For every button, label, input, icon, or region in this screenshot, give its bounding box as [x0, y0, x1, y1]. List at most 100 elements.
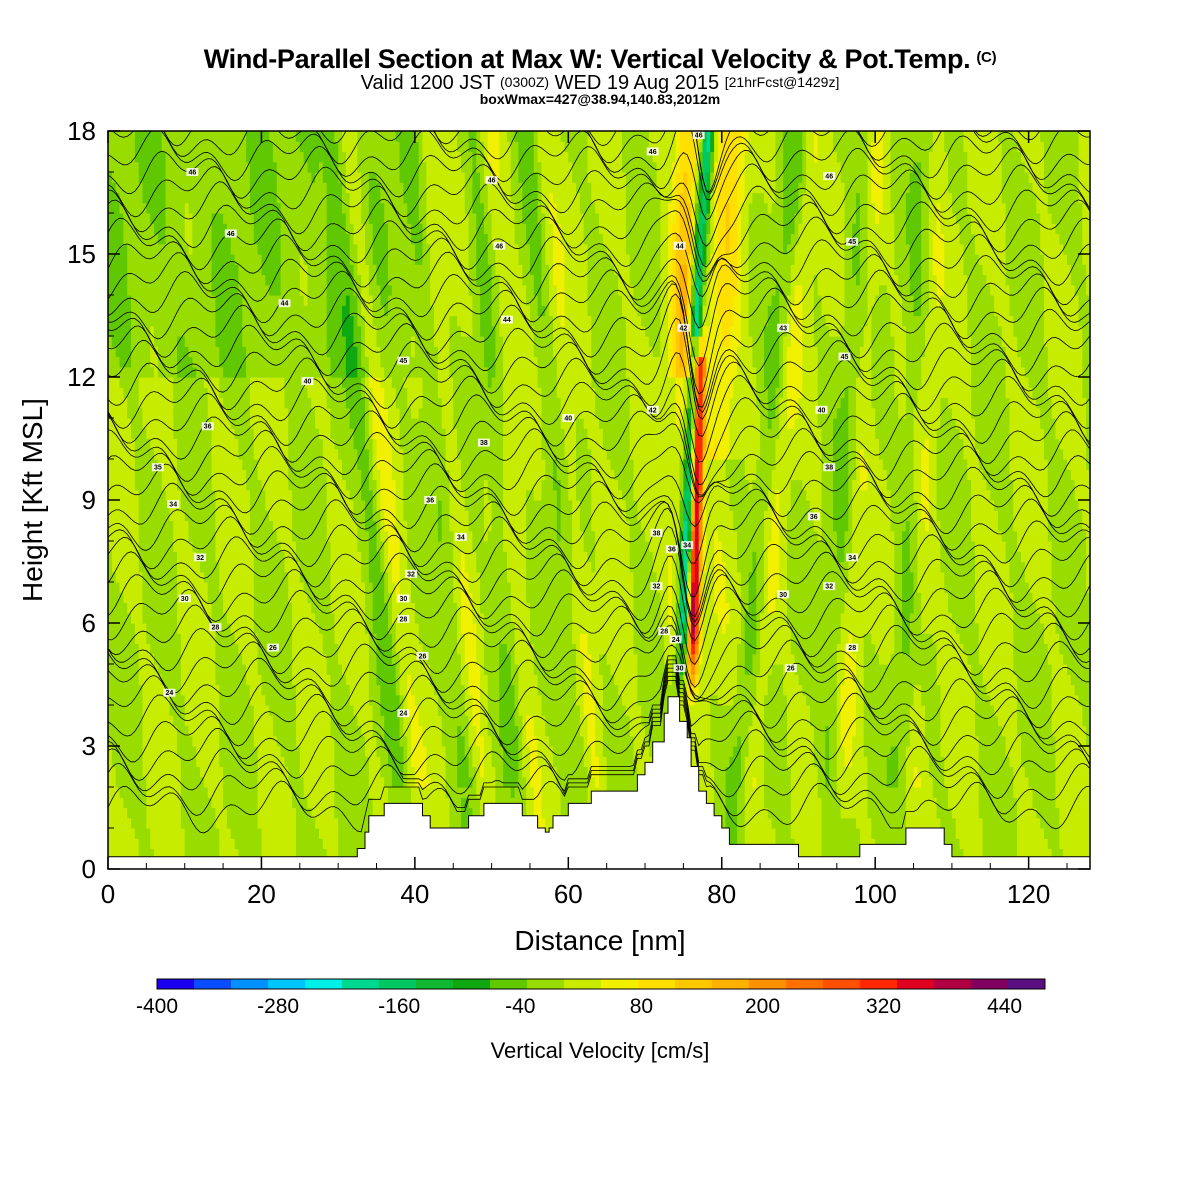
velocity-cell [123, 439, 127, 450]
velocity-cell [112, 172, 116, 183]
velocity-cell [223, 377, 227, 388]
velocity-cell [242, 500, 246, 511]
velocity-cell [204, 152, 208, 163]
velocity-cell [116, 736, 120, 747]
velocity-cell [158, 162, 162, 173]
velocity-cell [154, 767, 158, 778]
velocity-cell [235, 572, 239, 583]
velocity-cell [120, 562, 124, 573]
velocity-cell [231, 367, 235, 378]
velocity-cell [223, 685, 227, 696]
velocity-cell [185, 828, 189, 839]
velocity-cell [131, 828, 135, 839]
velocity-cell [116, 818, 120, 829]
velocity-cell [112, 767, 116, 778]
velocity-cell [254, 480, 258, 491]
velocity-cell [139, 818, 143, 829]
velocity-cell [219, 787, 223, 798]
velocity-cell [238, 367, 242, 378]
velocity-cell [200, 633, 204, 644]
velocity-cell [246, 398, 250, 409]
velocity-cell [250, 623, 254, 634]
velocity-cell [169, 480, 173, 491]
velocity-cell [123, 592, 127, 603]
velocity-cell [127, 480, 131, 491]
velocity-cell [177, 141, 181, 152]
velocity-cell [223, 654, 227, 665]
velocity-cell [250, 234, 254, 245]
velocity-cell [139, 633, 143, 644]
velocity-cell [166, 182, 170, 193]
velocity-cell [150, 531, 154, 542]
velocity-cell [166, 305, 170, 316]
velocity-cell [235, 387, 239, 398]
velocity-cell [227, 490, 231, 501]
velocity-cell [208, 562, 212, 573]
velocity-cell [162, 531, 166, 542]
velocity-cell [189, 295, 193, 306]
velocity-cell [242, 459, 246, 470]
velocity-cell [185, 838, 189, 849]
velocity-cell [154, 428, 158, 439]
velocity-cell [254, 367, 258, 378]
velocity-cell [139, 469, 143, 480]
velocity-cell [173, 828, 177, 839]
velocity-cell [192, 141, 196, 152]
velocity-cell [204, 582, 208, 593]
velocity-cell [189, 797, 193, 808]
velocity-cell [196, 387, 200, 398]
velocity-cell [242, 439, 246, 450]
velocity-cell [120, 408, 124, 419]
velocity-cell [154, 295, 158, 306]
velocity-cell [196, 193, 200, 204]
velocity-cell [181, 500, 185, 511]
velocity-cell [120, 141, 124, 152]
velocity-cell [258, 285, 262, 296]
velocity-cell [258, 623, 262, 634]
velocity-cell [154, 193, 158, 204]
velocity-cell [196, 326, 200, 337]
velocity-cell [200, 726, 204, 737]
velocity-cell [192, 203, 196, 214]
velocity-cell [169, 152, 173, 163]
velocity-cell [169, 551, 173, 562]
velocity-cell [219, 336, 223, 347]
velocity-cell [143, 346, 147, 357]
velocity-cell [238, 408, 242, 419]
velocity-cell [192, 428, 196, 439]
velocity-cell [261, 346, 265, 357]
velocity-cell [208, 521, 212, 532]
velocity-cell [116, 551, 120, 562]
velocity-cell [139, 777, 143, 788]
velocity-cell [139, 131, 143, 142]
velocity-cell [223, 531, 227, 542]
velocity-cell [246, 193, 250, 204]
velocity-cell [150, 295, 154, 306]
velocity-cell [169, 387, 173, 398]
velocity-cell [127, 316, 131, 327]
velocity-cell [231, 131, 235, 142]
velocity-cell [204, 316, 208, 327]
velocity-cell [227, 398, 231, 409]
velocity-cell [215, 152, 219, 163]
velocity-cell [127, 377, 131, 388]
velocity-cell [231, 726, 235, 737]
velocity-cell [150, 490, 154, 501]
velocity-cell [166, 664, 170, 675]
velocity-cell [173, 767, 177, 778]
velocity-cell [139, 531, 143, 542]
velocity-cell [250, 387, 254, 398]
velocity-cell [227, 305, 231, 316]
velocity-cell [231, 777, 235, 788]
velocity-cell [192, 808, 196, 819]
velocity-cell [169, 418, 173, 429]
velocity-cell [250, 510, 254, 521]
velocity-cell [166, 654, 170, 665]
velocity-cell [215, 644, 219, 655]
velocity-cell [112, 500, 116, 511]
velocity-cell [112, 674, 116, 685]
velocity-cell [189, 644, 193, 655]
velocity-cell [177, 551, 181, 562]
velocity-cell [131, 582, 135, 593]
velocity-cell [204, 787, 208, 798]
